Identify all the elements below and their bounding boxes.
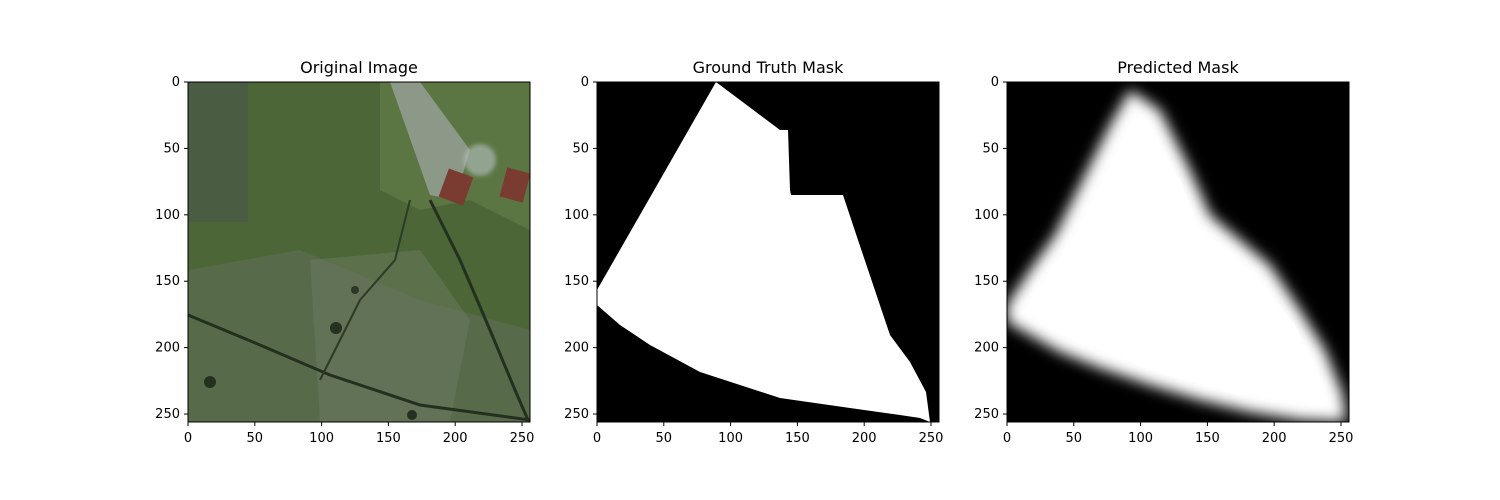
y-tick-label: 150 — [974, 274, 999, 289]
x-tick-label: 50 — [656, 431, 673, 446]
x-tick-label: 150 — [376, 431, 401, 446]
y-tick-label: 0 — [581, 75, 589, 90]
ground-truth-mask-region — [597, 82, 930, 422]
panel-title-original: Original Image — [300, 58, 418, 77]
x-tick-label: 50 — [1066, 431, 1083, 446]
tick-group-predicted: 0 50 100 150 200 250 0 50 100 150 200 250 — [974, 75, 1353, 446]
x-tick-label: 250 — [1329, 431, 1354, 446]
y-tick-label: 100 — [564, 208, 589, 223]
x-tick-label: 0 — [593, 431, 601, 446]
y-tick-label: 50 — [982, 141, 999, 156]
y-tick-label: 200 — [974, 341, 999, 356]
axes-frame-ground-truth — [596, 81, 940, 423]
tick-group-ground-truth: 0 50 100 150 200 250 0 50 100 150 200 250 — [564, 75, 943, 446]
panel-original-image: Original Image 0 50 100 150 200 250 0 50 100 150 2… — [155, 58, 534, 446]
y-tick-label: 0 — [991, 75, 999, 90]
y-tick-label: 200 — [564, 341, 589, 356]
x-tick-label: 100 — [309, 431, 334, 446]
x-tick-label: 0 — [1003, 431, 1011, 446]
x-tick-label: 0 — [184, 431, 192, 446]
y-tick-label: 100 — [974, 208, 999, 223]
y-tick-label: 250 — [974, 407, 999, 422]
original-photo — [188, 82, 530, 422]
ground-truth-mask-image — [597, 82, 939, 422]
x-tick-label: 100 — [1128, 431, 1153, 446]
y-tick-label: 100 — [155, 208, 180, 223]
panel-predicted-mask: Predicted Mask 0 50 100 150 200 250 0 50 100 150 2… — [974, 58, 1353, 446]
y-tick-label: 150 — [564, 274, 589, 289]
axes-frame-predicted — [1006, 81, 1350, 423]
y-tick-label: 50 — [163, 141, 180, 156]
tick-group-original: 0 50 100 150 200 250 0 50 100 150 200 250 — [155, 75, 534, 446]
x-tick-label: 200 — [852, 431, 877, 446]
x-tick-label: 250 — [510, 431, 535, 446]
x-tick-label: 200 — [1262, 431, 1287, 446]
panel-ground-truth-mask: Ground Truth Mask 0 50 100 150 200 250 0 50 100 1… — [564, 58, 943, 446]
x-tick-label: 200 — [443, 431, 468, 446]
y-tick-label: 50 — [572, 141, 589, 156]
x-tick-label: 150 — [785, 431, 810, 446]
x-tick-label: 150 — [1195, 431, 1220, 446]
panel-title-ground-truth: Ground Truth Mask — [693, 58, 845, 77]
x-tick-label: 100 — [718, 431, 743, 446]
x-tick-label: 250 — [919, 431, 944, 446]
panel-title-predicted: Predicted Mask — [1117, 58, 1239, 77]
y-tick-label: 200 — [155, 341, 180, 356]
predicted-mask-image — [1007, 82, 1349, 422]
y-tick-label: 250 — [155, 407, 180, 422]
axes-frame-original — [187, 81, 531, 423]
y-tick-label: 0 — [172, 75, 180, 90]
y-tick-label: 250 — [564, 407, 589, 422]
x-tick-label: 50 — [247, 431, 264, 446]
y-tick-label: 150 — [155, 274, 180, 289]
